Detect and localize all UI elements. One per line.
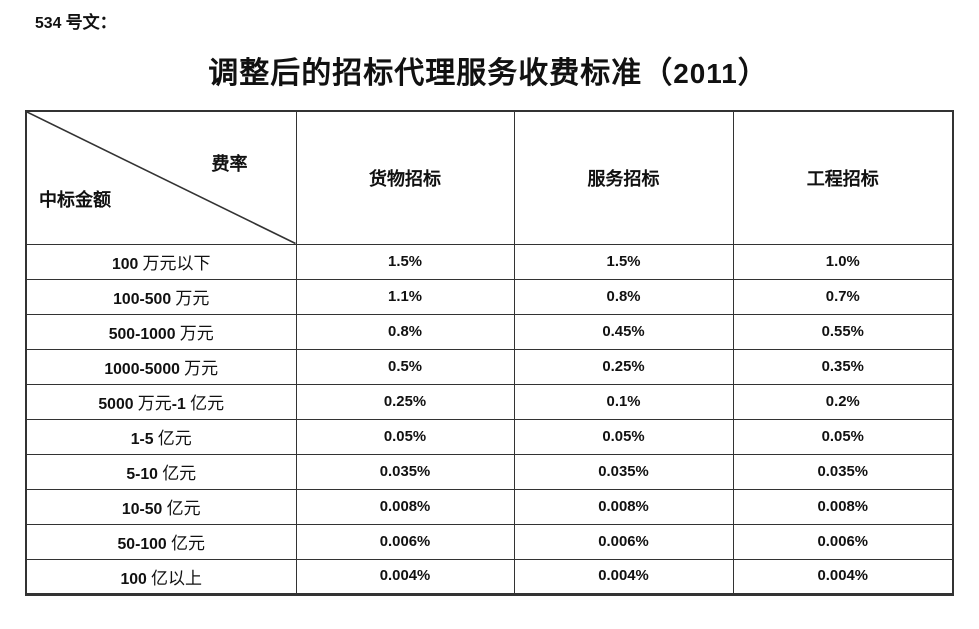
diagonal-line bbox=[27, 112, 296, 244]
corner-header-cell: 费率 中标金额 bbox=[25, 110, 297, 245]
rate-cell-goods: 0.8% bbox=[295, 313, 515, 350]
table-row: 10-50 亿元 0.008% 0.008% 0.008% bbox=[25, 488, 954, 525]
rate-cell-goods: 0.006% bbox=[295, 523, 515, 560]
rate-cell-goods: 1.5% bbox=[295, 243, 515, 280]
corner-label-rate: 费率 bbox=[211, 154, 248, 174]
rate-cell-services: 0.004% bbox=[513, 558, 734, 595]
rate-cell-goods: 0.25% bbox=[295, 383, 515, 420]
rate-cell-works: 0.7% bbox=[732, 278, 954, 315]
row-label-cell: 100 亿以上 bbox=[25, 558, 297, 595]
column-header-works: 工程招标 bbox=[732, 110, 954, 245]
rate-cell-services: 0.035% bbox=[513, 453, 734, 490]
rate-cell-works: 0.05% bbox=[732, 418, 954, 455]
row-label-cell: 100 万元以下 bbox=[25, 243, 297, 280]
table-row: 1000-5000 万元 0.5% 0.25% 0.35% bbox=[25, 348, 954, 385]
rate-cell-goods: 0.004% bbox=[295, 558, 515, 595]
row-label-cell: 100-500 万元 bbox=[25, 278, 297, 315]
row-label-cell: 1000-5000 万元 bbox=[25, 348, 297, 385]
row-label-cell: 50-100 亿元 bbox=[25, 523, 297, 560]
row-label-cell: 1-5 亿元 bbox=[25, 418, 297, 455]
column-header-goods: 货物招标 bbox=[295, 110, 515, 245]
table-row: 100 亿以上 0.004% 0.004% 0.004% bbox=[25, 558, 954, 595]
rate-cell-works: 1.0% bbox=[732, 243, 954, 280]
rate-cell-works: 0.008% bbox=[732, 488, 954, 525]
rate-cell-works: 0.2% bbox=[732, 383, 954, 420]
row-label-cell: 5-10 亿元 bbox=[25, 453, 297, 490]
rate-cell-works: 0.035% bbox=[732, 453, 954, 490]
rate-cell-services: 0.25% bbox=[513, 348, 734, 385]
table-row: 500-1000 万元 0.8% 0.45% 0.55% bbox=[25, 313, 954, 350]
rate-cell-services: 0.008% bbox=[513, 488, 734, 525]
page-title: 调整后的招标代理服务收费标准（2011） bbox=[208, 57, 769, 90]
table-row: 5-10 亿元 0.035% 0.035% 0.035% bbox=[25, 453, 954, 490]
rate-cell-goods: 0.008% bbox=[295, 488, 515, 525]
rate-cell-goods: 0.5% bbox=[295, 348, 515, 385]
rate-cell-services: 0.45% bbox=[513, 313, 734, 350]
fee-rate-table: 费率 中标金额 货物招标 服务招标 工程招标 100 万元以下 1.5% 1.5… bbox=[25, 110, 954, 596]
rate-cell-works: 0.006% bbox=[732, 523, 954, 560]
table-row: 100 万元以下 1.5% 1.5% 1.0% bbox=[25, 243, 954, 280]
rate-cell-services: 0.05% bbox=[513, 418, 734, 455]
header-row: 费率 中标金额 货物招标 服务招标 工程招标 bbox=[25, 110, 954, 245]
rate-cell-goods: 0.05% bbox=[295, 418, 515, 455]
rate-cell-works: 0.55% bbox=[732, 313, 954, 350]
column-header-services: 服务招标 bbox=[513, 110, 734, 245]
rate-cell-goods: 1.1% bbox=[295, 278, 515, 315]
corner-label-amount: 中标金额 bbox=[39, 189, 111, 210]
doc-number-label: 534 号文： bbox=[35, 13, 117, 32]
rate-cell-works: 0.004% bbox=[732, 558, 954, 595]
rate-cell-goods: 0.035% bbox=[295, 453, 515, 490]
rate-cell-services: 0.1% bbox=[513, 383, 734, 420]
rate-cell-services: 0.006% bbox=[513, 523, 734, 560]
table-row: 50-100 亿元 0.006% 0.006% 0.006% bbox=[25, 523, 954, 560]
table-row: 1-5 亿元 0.05% 0.05% 0.05% bbox=[25, 418, 954, 455]
table-row: 100-500 万元 1.1% 0.8% 0.7% bbox=[25, 278, 954, 315]
row-label-cell: 500-1000 万元 bbox=[25, 313, 297, 350]
row-label-cell: 10-50 亿元 bbox=[25, 488, 297, 525]
rate-cell-services: 0.8% bbox=[513, 278, 734, 315]
table-row: 5000 万元-1 亿元 0.25% 0.1% 0.2% bbox=[25, 383, 954, 420]
row-label-cell: 5000 万元-1 亿元 bbox=[25, 383, 297, 420]
rate-cell-services: 1.5% bbox=[513, 243, 734, 280]
rate-cell-works: 0.35% bbox=[732, 348, 954, 385]
fee-table-body: 100 万元以下 1.5% 1.5% 1.0% 100-500 万元 1.1% … bbox=[25, 243, 954, 595]
